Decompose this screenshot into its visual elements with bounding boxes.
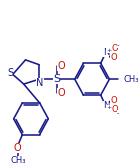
Text: +: + bbox=[106, 105, 112, 110]
Text: -: - bbox=[117, 42, 119, 48]
Text: O: O bbox=[110, 96, 117, 105]
Text: O: O bbox=[110, 53, 117, 62]
Text: +: + bbox=[106, 48, 112, 53]
Text: O: O bbox=[57, 61, 65, 71]
Text: N: N bbox=[36, 78, 44, 88]
Text: O: O bbox=[112, 44, 119, 53]
Text: O: O bbox=[112, 105, 119, 114]
Text: O: O bbox=[14, 143, 22, 153]
Text: O: O bbox=[57, 88, 65, 98]
Text: CH₃: CH₃ bbox=[124, 75, 139, 84]
Text: S: S bbox=[7, 68, 13, 78]
Text: N: N bbox=[103, 48, 109, 57]
Text: S: S bbox=[53, 74, 60, 84]
Text: CH₃: CH₃ bbox=[10, 156, 25, 165]
Text: N: N bbox=[103, 101, 109, 110]
Text: -: - bbox=[117, 110, 119, 116]
